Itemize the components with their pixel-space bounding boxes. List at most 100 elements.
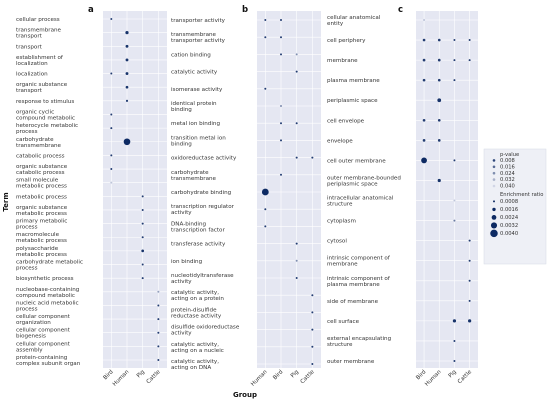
panel-a-dot-bird-catabolic-process — [110, 154, 113, 157]
panel-c-dot-cattle-cell-surface — [468, 319, 472, 323]
panel-b-dot-bird-metal-ion-binding — [280, 122, 282, 125]
panel-c-dot-pig-cytoplasm — [453, 219, 456, 222]
panel-a-term-transmembrane-transport: transmembrane transport — [16, 28, 62, 40]
legend-pvalue-label: 0.024 — [500, 171, 516, 177]
legend-box — [483, 148, 547, 265]
panel-a-dot-human-response-to-stimulus — [125, 99, 129, 102]
panel-a-dot-cattle-cellular-component-organization — [157, 318, 160, 321]
legend-ratio-swatch — [491, 215, 497, 220]
panel-a-dot-cattle-cellular-component-biogenesis — [157, 331, 160, 334]
panel-b-dot-cattle-catalytic-activity-acting-on-a-nucleic — [311, 345, 314, 348]
panel-a-dot-bird-heterocycle-metabolic-process — [110, 127, 113, 130]
panel-a-term-cellular-component-biogenesis: cellular component biogenesis — [16, 328, 71, 340]
x-axis-title: Group — [233, 391, 257, 399]
legend-ratio-label: 0.0032 — [500, 223, 518, 229]
panel-a-x-tick-cattle: Cattle — [146, 369, 162, 385]
panel-b-dot-human-transmembrane-transporter-activity — [264, 36, 267, 39]
panel-b-right-term-periplasmic-space: periplasmic space — [327, 98, 378, 104]
y-axis-title: Term — [2, 192, 10, 211]
panel-b-right-term-intrinsic-component-of-membrane: intrinsic component of membrane — [327, 256, 391, 268]
panel-a-right-term-transition-metal-ion-binding: transition metal ion binding — [171, 135, 226, 147]
panel-a-dot-human-establishment-of-localization — [125, 58, 129, 62]
panel-b-dot-cattle-oxidoreductase-activity — [311, 156, 314, 159]
panel-a-term-response-to-stimulus: response to stimulus — [16, 99, 74, 105]
panel-a-right-term-metal-ion-binding: metal ion binding — [171, 121, 220, 127]
panel-a-dot-pig-carbohydrate-metabolic-process — [141, 263, 144, 266]
panel-a-right-term-identical-protein-binding: identical protein binding — [171, 101, 217, 113]
panel-a-dot-human-localization — [125, 72, 129, 75]
panel-b-right-term-envelope: envelope — [327, 138, 353, 144]
panel-a-dot-bird-organic-substance-catabolic-process — [110, 168, 113, 171]
panel-a-term-metabolic-process: metabolic process — [16, 194, 67, 200]
panel-c-dot-human-membrane — [437, 58, 441, 62]
panel-a-term-biosynthetic-process: biosynthetic process — [16, 276, 74, 282]
panel-a-dot-bird-organic-cyclic-compound-metabolic-process — [110, 113, 113, 116]
panel-c-dot-human-cell-periphery — [437, 38, 441, 42]
panel-b-dot-pig-oxidoreductase-activity — [295, 156, 298, 159]
panel-b-right-term-outer-membrane: outer membrane — [327, 359, 375, 365]
panel-a-term-primary-metabolic-process: primary metabolic process — [16, 219, 67, 231]
panel-a-right-term-transferase-activity: transferase activity — [171, 242, 226, 248]
panel-a-right-term-catalytic-activity: catalytic activity — [171, 70, 218, 76]
panel-a-term-carbohydrate-transmembrane-transport: carbohydrate transmembrane — [16, 137, 62, 149]
panel-a-background — [103, 11, 167, 368]
panel-a-dot-human-transport — [125, 44, 129, 48]
panel-a-right-term-catalytic-activity-acting-on-a-protein: catalytic activity, acting on a protein — [171, 290, 224, 302]
panel-a-term-polysaccharide-metabolic-process: polysaccharide metabolic process — [16, 246, 67, 258]
panel-c-dot-cattle-cytosol — [468, 239, 471, 242]
panel-a-term-organic-substance-metabolic-process: organic substance metabolic process — [16, 205, 68, 217]
panel-a-dot-human-carbohydrate-transmembrane-transport — [123, 138, 131, 146]
panel-a-term-small-molecule-metabolic-process: small molecule metabolic process — [16, 178, 67, 190]
panel-b-dot-human-dna-binding-transcription-factor-activity — [264, 225, 267, 228]
panel-b-background — [257, 11, 321, 368]
panel-c-dot-cattle-intrinsic-component-of-plasma-membrane — [468, 279, 471, 282]
panel-a-dot-human-transmembrane-transport — [125, 31, 129, 35]
panel-c-dot-pig-cell-surface — [452, 319, 457, 323]
panel-a-dot-pig-primary-metabolic-process — [141, 222, 144, 225]
panel-b-dot-cattle-catalytic-activity-acting-on-dna — [311, 363, 314, 365]
panel-c-dot-bird-envelope — [422, 139, 426, 142]
panel-a-right-term-transporter-activity: transporter activity — [171, 18, 226, 24]
legend-pvalue-swatch — [492, 171, 496, 175]
panel-c-dot-bird-plasma-membrane — [422, 78, 426, 82]
legend-ratio-label: 0.0008 — [500, 199, 518, 205]
panel-b-dot-human-transcription-regulator-activity — [264, 208, 267, 211]
panel-c-dot-pig-outer-membrane — [453, 360, 456, 362]
panel-a-dot-bird-small-molecule-metabolic-process — [110, 181, 113, 184]
panel-b-right-term-intrinsic-component-of-plasma-membrane: intrinsic component of plasma membrane — [327, 276, 391, 288]
panel-a-term-organic-substance-catabolic-process: organic substance catabolic process — [16, 164, 68, 176]
panel-c-dot-pig-plasma-membrane — [453, 79, 456, 82]
legend-pvalue-label: 0.032 — [500, 177, 515, 183]
panel-a-right-term-ion-binding: ion binding — [171, 259, 203, 265]
legend-ratio-label: 0.0016 — [500, 207, 518, 213]
panel-a-dot-cattle-nucleic-acid-metabolic-process — [157, 304, 160, 307]
panel-a-term-nucleobase-containing-compound-metabolic-process: nucleobase-containing compound metabolic — [16, 287, 80, 299]
panel-a-term-catabolic-process: catabolic process — [16, 153, 65, 159]
panel-a-dot-bird-localization — [110, 72, 113, 75]
panel-c-dot-cattle-side-of-membrane — [468, 299, 471, 302]
panel-c-x-tick-pig: Pig — [448, 369, 458, 379]
panel-b-right-term-external-encapsulating-structure: external encapsulating structure — [327, 336, 392, 348]
panel-c-dot-pig-external-encapsulating-structure — [453, 339, 456, 342]
panel-a-dot-human-organic-substance-transport — [125, 85, 129, 89]
legend-pvalue-swatch — [492, 159, 496, 162]
panel-a-term-localization: localization — [16, 72, 48, 78]
legend-ratio-label: 0.0024 — [500, 215, 519, 221]
panel-b-dot-cattle-catalytic-activity-acting-on-a-protein — [311, 294, 314, 297]
panel-a-term-nucleic-acid-metabolic-process: nucleic acid metabolic process — [16, 300, 79, 312]
panel-b-x-tick-cattle: Cattle — [300, 369, 316, 385]
panel-b-dot-pig-transferase-activity — [295, 242, 298, 245]
panel-c-dot-bird-cell-envelope — [422, 118, 426, 122]
panel-b-right-term-intracellular-anatomical-structure: intracellular anatomical structure — [327, 196, 394, 208]
panel-a-dot-pig-metabolic-process — [141, 195, 144, 198]
panel-b-dot-human-isomerase-activity — [264, 87, 267, 90]
panel-b-right-term-cell-envelope: cell envelope — [327, 118, 365, 124]
panel-b-x-tick-pig: Pig — [290, 369, 300, 379]
legend-ratio-swatch — [490, 229, 498, 238]
panel-a-dot-pig-organic-substance-metabolic-process — [141, 208, 144, 211]
panel-a-term-carbohydrate-metabolic-process: carbohydrate metabolic process — [16, 260, 83, 272]
panel-b-dot-pig-catalytic-activity — [295, 70, 298, 73]
panel-a-term-establishment-of-localization: establishment of localization — [16, 55, 64, 67]
panel-b-dot-cattle-disulfide-oxidoreductase-activity — [311, 328, 314, 331]
